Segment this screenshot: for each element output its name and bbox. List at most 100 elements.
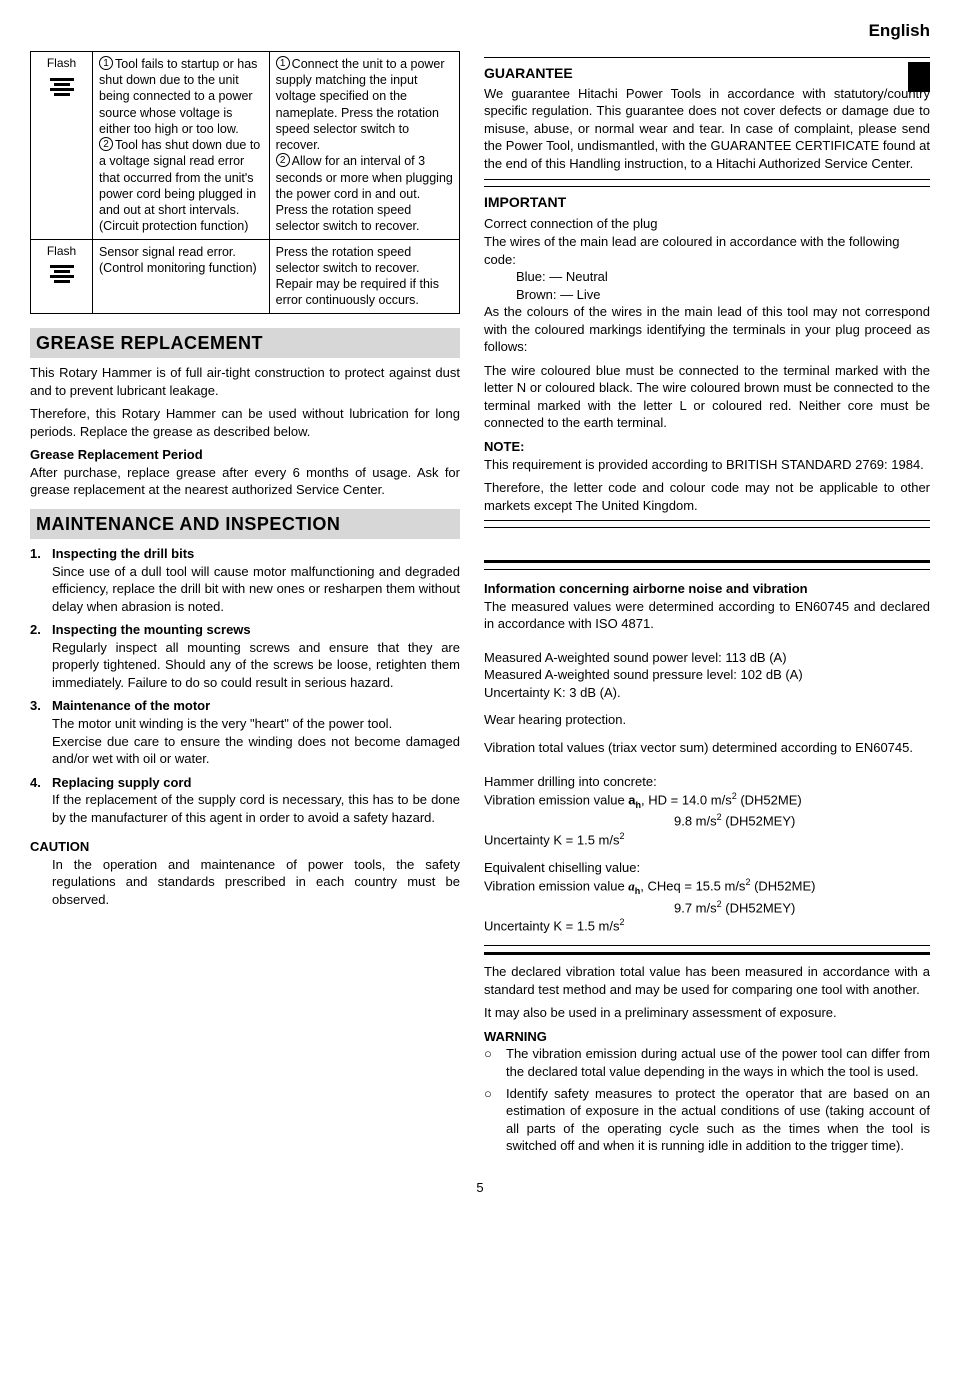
cause-text: Tool fails to startup or has shut down d… [99,57,257,136]
grease-p2: Therefore, this Rotary Hammer can be use… [30,405,460,440]
caution-heading: CAUTION [30,838,460,856]
vibration-line: 9.7 m/s2 (DH52MEY) [484,898,930,917]
noise-block: Information concerning airborne noise an… [484,580,930,935]
warning-text: The vibration emission during actual use… [506,1045,930,1080]
bullet-icon: ○ [484,1085,506,1155]
cause-tail: (Circuit protection function) [99,218,263,234]
flash-cell: Flash [31,51,93,239]
circled-two-icon: 2 [276,153,290,167]
divider [484,179,930,180]
vibration-heading: Vibration total values (triax vector sum… [484,739,930,757]
noise-heading: Information concerning airborne noise an… [484,580,930,598]
guarantee-heading: GUARANTEE [484,64,930,83]
list-item: 1. Inspecting the drill bits Since use o… [30,545,460,615]
page-tab-marker [908,62,930,92]
bullet-icon: ○ [484,1045,506,1080]
error-cause-cell: Sensor signal read error. (Control monit… [93,239,270,313]
flash-icon [50,76,74,98]
noise-m2: Measured A-weighted sound pressure level… [484,666,930,684]
vibration-line: Vibration emission value ah, HD = 14.0 m… [484,790,930,811]
wire-brown: Brown: — Live [484,286,930,304]
important-p1: As the colours of the wires in the main … [484,303,930,356]
maintenance-heading: MAINTENANCE AND INSPECTION [30,509,460,539]
warning-list: ○The vibration emission during actual us… [484,1045,930,1154]
item-text: Regularly inspect all mounting screws an… [52,640,460,690]
list-item: 3. Maintenance of the motor The motor un… [30,697,460,767]
item-heading: Maintenance of the motor [52,698,210,713]
item-number: 3. [30,697,52,767]
footer-p2: It may also be used in a preliminary ass… [484,1004,930,1022]
page-language: English [30,20,930,43]
note-text: Therefore, the letter code and colour co… [484,479,930,514]
guarantee-text: We guarantee Hitachi Power Tools in acco… [484,85,930,173]
thick-divider [484,952,930,955]
item-heading: Inspecting the mounting screws [52,622,251,637]
error-remedy-cell: Press the rotation speed selector switch… [269,239,459,313]
remedy-text: Allow for an interval of 3 seconds or mo… [276,154,453,233]
circled-one-icon: 1 [99,56,113,70]
error-table: Flash 1Tool fails to startup or has shut… [30,51,460,314]
noise-p1: The measured values were determined acco… [484,598,930,633]
list-item: 2. Inspecting the mounting screws Regula… [30,621,460,691]
page-number: 5 [30,1179,930,1197]
cause-text: Tool has shut down due to a voltage sign… [99,138,260,217]
flash-cell: Flash [31,239,93,313]
item-heading: Replacing supply cord [52,775,191,790]
item-text: If the replacement of the supply cord is… [52,792,460,825]
divider [484,520,930,521]
note-text: This requirement is provided according t… [484,456,930,474]
item-text: Since use of a dull tool will cause moto… [52,564,460,614]
important-line: The wires of the main lead are coloured … [484,233,930,268]
item-text: The motor unit winding is the very "hear… [52,716,460,766]
chiselling-heading: Equivalent chiselling value: [484,859,930,877]
table-row: Flash Sensor signal read error. (Control… [31,239,460,313]
list-item: ○Identify safety measures to protect the… [484,1085,930,1155]
item-number: 2. [30,621,52,691]
remedy-text: Connect the unit to a power supply match… [276,57,445,152]
list-item: ○The vibration emission during actual us… [484,1045,930,1080]
item-number: 1. [30,545,52,615]
grease-subheading: Grease Replacement Period [30,446,460,464]
error-remedy-cell: 1Connect the unit to a power supply matc… [269,51,459,239]
list-item: 4. Replacing supply cord If the replacem… [30,774,460,827]
noise-m3: Uncertainty K: 3 dB (A). [484,684,930,702]
grease-p1: This Rotary Hammer is of full air-tight … [30,364,460,399]
uncertainty-line: Uncertainty K = 1.5 m/s2 [484,830,930,849]
wire-blue: Blue: — Neutral [484,268,930,286]
item-number: 4. [30,774,52,827]
item-heading: Inspecting the drill bits [52,546,194,561]
vibration-line: Vibration emission value ah, CHeq = 15.5… [484,876,930,897]
right-column: GUARANTEE We guarantee Hitachi Power Too… [484,51,930,1159]
vibration-line: 9.8 m/s2 (DH52MEY) [484,811,930,830]
divider [484,57,930,58]
thick-divider [484,560,930,563]
wear-hearing: Wear hearing protection. [484,711,930,729]
two-column-layout: Flash 1Tool fails to startup or has shut… [30,51,930,1159]
noise-m1: Measured A-weighted sound power level: 1… [484,649,930,667]
flash-label: Flash [37,56,86,72]
table-row: Flash 1Tool fails to startup or has shut… [31,51,460,239]
divider [484,186,930,187]
divider [484,527,930,528]
circled-two-icon: 2 [99,137,113,151]
error-cause-cell: 1Tool fails to startup or has shut down … [93,51,270,239]
flash-label: Flash [37,244,86,260]
flash-icon [50,263,74,285]
divider [484,569,930,570]
grease-heading: GREASE REPLACEMENT [30,328,460,358]
hammer-drilling-heading: Hammer drilling into concrete: [484,773,930,791]
divider [484,945,930,946]
caution-text: In the operation and maintenance of powe… [30,856,460,909]
important-heading: IMPORTANT [484,193,930,212]
circled-one-icon: 1 [276,56,290,70]
maintenance-list: 1. Inspecting the drill bits Since use o… [30,545,460,826]
important-p2: The wire coloured blue must be connected… [484,362,930,432]
grease-p3: After purchase, replace grease after eve… [30,464,460,499]
warning-text: Identify safety measures to protect the … [506,1085,930,1155]
uncertainty-line: Uncertainty K = 1.5 m/s2 [484,916,930,935]
note-heading: NOTE: [484,438,930,456]
footer-p1: The declared vibration total value has b… [484,963,930,998]
important-line: Correct connection of the plug [484,215,930,233]
left-column: Flash 1Tool fails to startup or has shut… [30,51,460,1159]
warning-heading: WARNING [484,1028,930,1046]
